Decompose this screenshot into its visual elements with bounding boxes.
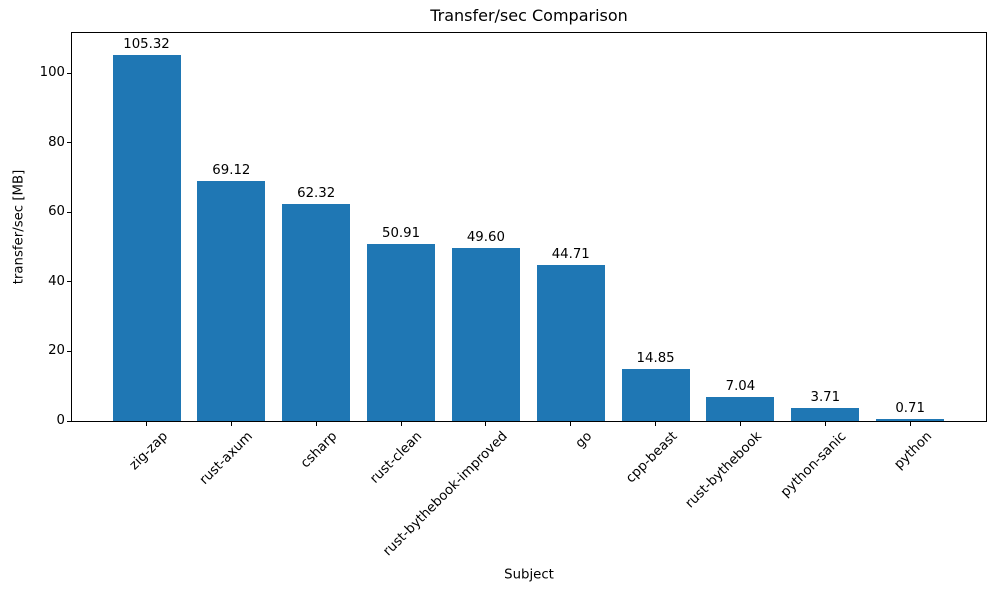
x-tick-label: python-sanic (778, 429, 850, 501)
x-tick-label: rust-axum (197, 429, 256, 488)
x-axis-label: Subject (504, 567, 554, 583)
x-tick-mark (909, 422, 911, 426)
x-tick-label: go (573, 429, 596, 452)
y-tick-mark (67, 281, 71, 283)
bar-rust-axum (197, 180, 266, 421)
bar-python-sanic (791, 408, 860, 421)
x-tick-label: rust-bythebook (682, 429, 766, 512)
bar-value-label: 105.32 (123, 36, 170, 52)
y-tick-label: 80 (48, 134, 65, 150)
x-tick-mark (739, 422, 741, 426)
y-tick-mark (67, 420, 71, 422)
x-tick-mark (400, 422, 402, 426)
y-tick-label: 40 (48, 273, 65, 289)
y-tick-label: 100 (39, 65, 65, 81)
x-tick-mark (230, 422, 232, 426)
bar-rust-clean (367, 243, 436, 421)
y-tick-label: 20 (48, 343, 65, 359)
bar-csharp (282, 204, 351, 421)
chart-title: Transfer/sec Comparison (430, 6, 628, 25)
bar-rust-bythebook-improved (451, 248, 520, 421)
y-axis-label: transfer/sec [MB] (11, 169, 27, 285)
x-tick-mark (570, 422, 572, 426)
y-tick-mark (67, 72, 71, 74)
y-tick-label: 0 (56, 413, 65, 428)
bar-value-label: 7.04 (725, 378, 756, 394)
x-tick-label: cpp-beast (623, 429, 681, 487)
x-tick-mark (824, 422, 826, 426)
plot-area (71, 32, 987, 422)
y-tick-mark (67, 350, 71, 352)
bar-value-label: 3.71 (810, 390, 841, 406)
x-tick-mark (485, 422, 487, 426)
x-tick-label: zig-zap (126, 429, 172, 474)
y-tick-label: 60 (48, 204, 65, 220)
y-tick-mark (67, 142, 71, 144)
bar-value-label: 14.85 (636, 351, 675, 367)
bar-zig-zap (112, 54, 181, 421)
x-tick-mark (655, 422, 657, 426)
x-tick-label: python (891, 429, 935, 473)
bar-value-label: 44.71 (551, 247, 590, 263)
bar-go (536, 265, 605, 421)
bar-value-label: 0.71 (895, 400, 925, 416)
bar-value-label: 49.60 (466, 230, 505, 246)
bar-value-label: 50.91 (382, 225, 421, 241)
x-tick-label: rust-clean (367, 429, 426, 487)
bar-value-label: 69.12 (212, 162, 251, 178)
bar-value-label: 62.32 (297, 186, 336, 202)
bar-rust-bythebook (706, 396, 775, 421)
bar-cpp-beast (621, 369, 690, 421)
bar-python (876, 418, 945, 421)
x-tick-mark (315, 422, 317, 426)
x-tick-label: csharp (298, 429, 341, 472)
x-tick-mark (146, 422, 147, 426)
y-tick-mark (67, 211, 71, 213)
